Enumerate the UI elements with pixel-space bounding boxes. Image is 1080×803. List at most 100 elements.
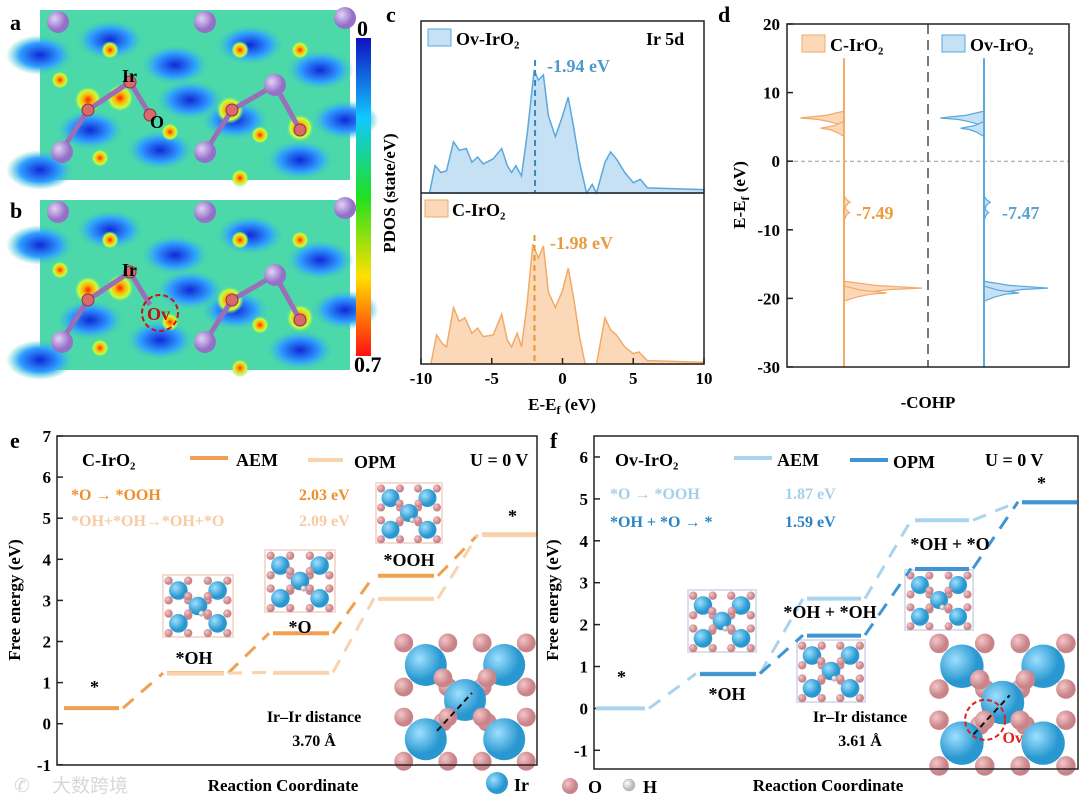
ir-atom-icon	[802, 646, 822, 665]
o-atom-icon	[925, 622, 934, 631]
o-atom-icon	[293, 123, 307, 137]
ir-atom-icon	[271, 589, 290, 608]
o-atom-icon	[325, 551, 334, 560]
h-atom-icon	[409, 517, 416, 524]
y-tick-label: 5	[580, 490, 589, 509]
ir-atom-icon	[400, 504, 418, 522]
o-atom-icon	[183, 609, 193, 618]
o-atom-icon	[855, 661, 864, 670]
o-atom-icon	[969, 669, 990, 690]
y-tick-label: -1	[37, 756, 51, 775]
o-atom-icon	[689, 624, 698, 633]
o-atom-icon	[223, 576, 232, 585]
state-label: *	[617, 667, 626, 687]
o-atom-icon	[727, 643, 736, 653]
x-axis-label: Reaction Coordinate	[208, 776, 359, 795]
o-atom-icon	[798, 661, 807, 670]
o-atom-icon	[798, 674, 807, 683]
low-density-region	[266, 140, 334, 180]
y-tick-label: 6	[43, 468, 52, 487]
o-atom-icon	[929, 710, 949, 731]
annotation-step-1: *O → *OOH	[610, 486, 700, 503]
o-atom-icon	[223, 596, 232, 605]
o-atom-icon	[438, 751, 458, 771]
e-aem-connector	[331, 574, 376, 635]
y-tick-label: 3	[580, 574, 589, 593]
o-atom-icon	[727, 607, 736, 616]
high-density-region	[51, 71, 69, 89]
pdos-x-axis-label: E-Ef (eV)	[528, 395, 596, 417]
o-atom-icon	[746, 643, 755, 653]
map-a-o-label: O	[150, 112, 164, 132]
pdos-series-1	[429, 244, 705, 365]
o-atom-icon	[817, 641, 826, 650]
map-a-ir-label: Ir	[122, 66, 137, 86]
atom-legend-o: O	[588, 777, 602, 797]
vacancy-circle	[141, 294, 179, 332]
ir-atom-icon	[334, 7, 356, 29]
o-atom-icon	[413, 484, 423, 493]
e-opm-connector	[436, 533, 480, 600]
o-atom-icon	[689, 611, 698, 620]
o-atom-icon	[377, 535, 386, 544]
o-atom-icon	[836, 657, 845, 666]
y-tick-label: 20	[763, 15, 780, 34]
y-tick-label: 2	[580, 616, 589, 635]
pdos-title: Ir 5d	[646, 29, 684, 49]
y-tick-label: 6	[580, 448, 589, 467]
ir-atom-icon	[418, 489, 437, 507]
o-atom-icon	[266, 603, 275, 613]
panel-letter-d: d	[718, 2, 730, 27]
charge-density-map-a	[6, 7, 379, 190]
ir-atom-icon	[802, 679, 822, 698]
pdos-y-axis-label: PDOS (state/eV)	[380, 133, 399, 252]
ir-atom-icon	[483, 718, 526, 761]
material-label: C-IrO₂	[82, 450, 135, 470]
low-density-region	[76, 20, 144, 60]
ir-atom-icon	[264, 74, 286, 96]
o-atom-icon	[944, 622, 953, 631]
f-opm-connector	[863, 567, 913, 636]
o-atom-icon	[203, 609, 213, 618]
icohp-label-ov: -7.47	[1002, 203, 1040, 223]
low-density-region	[76, 210, 144, 250]
oxygen-vacancy-circle	[964, 698, 1007, 741]
o-atom-icon	[963, 622, 972, 631]
o-atom-icon	[1010, 756, 1031, 776]
o-atom-icon	[817, 657, 826, 666]
o-atom-icon	[183, 576, 193, 585]
f-aem-connector	[648, 672, 697, 710]
pdos-series-0	[428, 69, 705, 196]
adsorbate-structure-inset	[687, 589, 757, 653]
o-atom-icon	[1056, 710, 1076, 731]
annotation-step-2: *OH + *O → *	[610, 514, 712, 531]
low-density-region	[56, 110, 124, 150]
low-density-region	[286, 50, 354, 90]
high-density-region	[231, 41, 249, 59]
ir-ir-distance-structure	[394, 633, 536, 771]
o-atom-icon	[305, 567, 314, 576]
high-density-region	[291, 231, 309, 249]
y-tick-label: 10	[763, 84, 780, 103]
ir-atom-icon	[381, 489, 400, 507]
panel-letter-f: f	[550, 428, 558, 453]
ir-atom-icon	[731, 629, 751, 648]
legend-label-aem: AEM	[777, 450, 819, 470]
o-atom-icon	[325, 603, 334, 613]
o-atom-icon	[432, 484, 441, 493]
o-atom-icon	[925, 603, 934, 612]
o-atom-icon	[223, 628, 232, 638]
o-atom-icon	[164, 609, 173, 618]
x-tick-label: -10	[410, 369, 433, 388]
ir-atom-icon	[404, 718, 447, 761]
f-aem-connector	[863, 519, 913, 600]
o-atom-icon	[516, 677, 536, 697]
o-atom-icon	[1056, 679, 1076, 699]
atom-legend: Ir O H	[486, 772, 657, 797]
o-atom-icon	[432, 535, 441, 544]
o-atom-icon	[1056, 633, 1076, 654]
potential-label: U = 0 V	[470, 450, 528, 470]
ir-atom-icon	[381, 520, 400, 539]
adsorbate-structure-inset	[162, 574, 234, 638]
state-label: *OH	[708, 684, 745, 704]
